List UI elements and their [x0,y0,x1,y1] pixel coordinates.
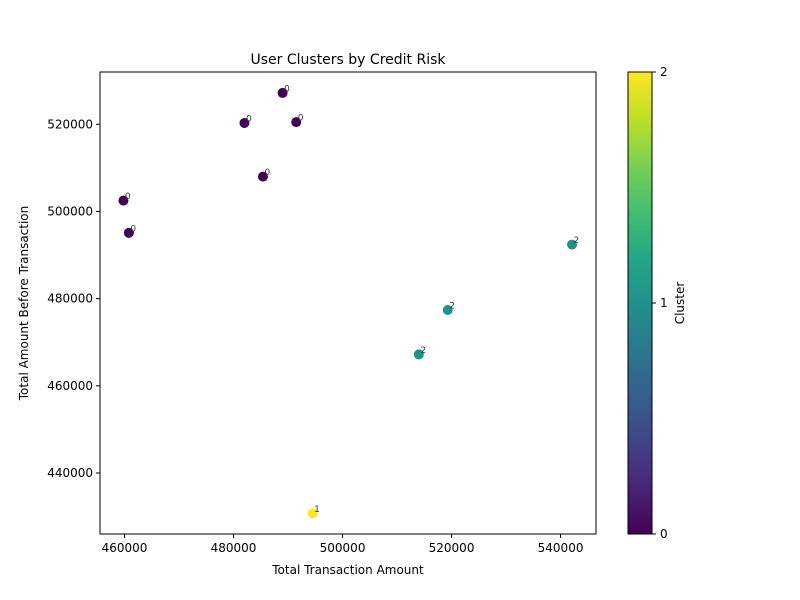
x-axis-ticks: 460000 480000 500000 520000 540000 [102,534,584,555]
point-label: 0 [298,114,304,124]
point-label: 0 [284,84,290,94]
x-tick-label: 480000 [211,541,257,555]
y-tick-label: 500000 [47,204,93,218]
colorbar-label: Cluster [673,282,687,325]
y-axis-label: Total Amount Before Transaction [17,206,31,402]
point-label: 2 [574,236,580,246]
scatter-point [291,117,302,128]
y-tick-label: 480000 [47,292,93,306]
scatter-point [307,508,318,519]
point-labels: 0 0 0 0 0 0 2 2 2 1 [125,84,579,515]
x-tick-label: 460000 [102,541,148,555]
point-label: 0 [264,168,270,178]
scatter-point [413,349,424,360]
x-axis-label: Total Transaction Amount [271,563,424,577]
scatter-points [118,87,578,519]
scatter-point [123,227,134,238]
scatter-point [239,117,250,128]
plot-area: 460000 480000 500000 520000 540000 440000 460… [47,71,597,555]
point-label: 2 [420,346,426,356]
scatter-point [277,87,288,98]
colorbar: 0 1 2 Cluster [627,65,687,541]
plot-frame [99,71,597,535]
y-tick-label: 520000 [47,117,93,131]
colorbar-tick-label: 2 [660,65,668,79]
point-label: 1 [314,505,320,515]
scatter-point [442,304,453,315]
y-axis-ticks: 440000 460000 480000 500000 520000 [47,117,100,480]
y-tick-label: 460000 [47,379,93,393]
point-label: 0 [246,114,252,124]
x-tick-label: 500000 [320,541,366,555]
point-label: 2 [449,301,455,311]
colorbar-tick-label: 1 [660,296,668,310]
scatter-point [257,171,268,182]
x-tick-label: 520000 [429,541,475,555]
x-tick-label: 540000 [538,541,584,555]
colorbar-ticks: 0 1 2 [652,65,668,541]
point-label: 0 [125,192,131,202]
colorbar-gradient [627,71,653,535]
scatter-point [567,239,578,250]
point-label: 0 [130,224,136,234]
chart-title: User Clusters by Credit Risk [251,52,447,68]
colorbar-tick-label: 0 [660,527,668,541]
scatter-point [118,195,129,206]
y-tick-label: 440000 [47,466,93,480]
